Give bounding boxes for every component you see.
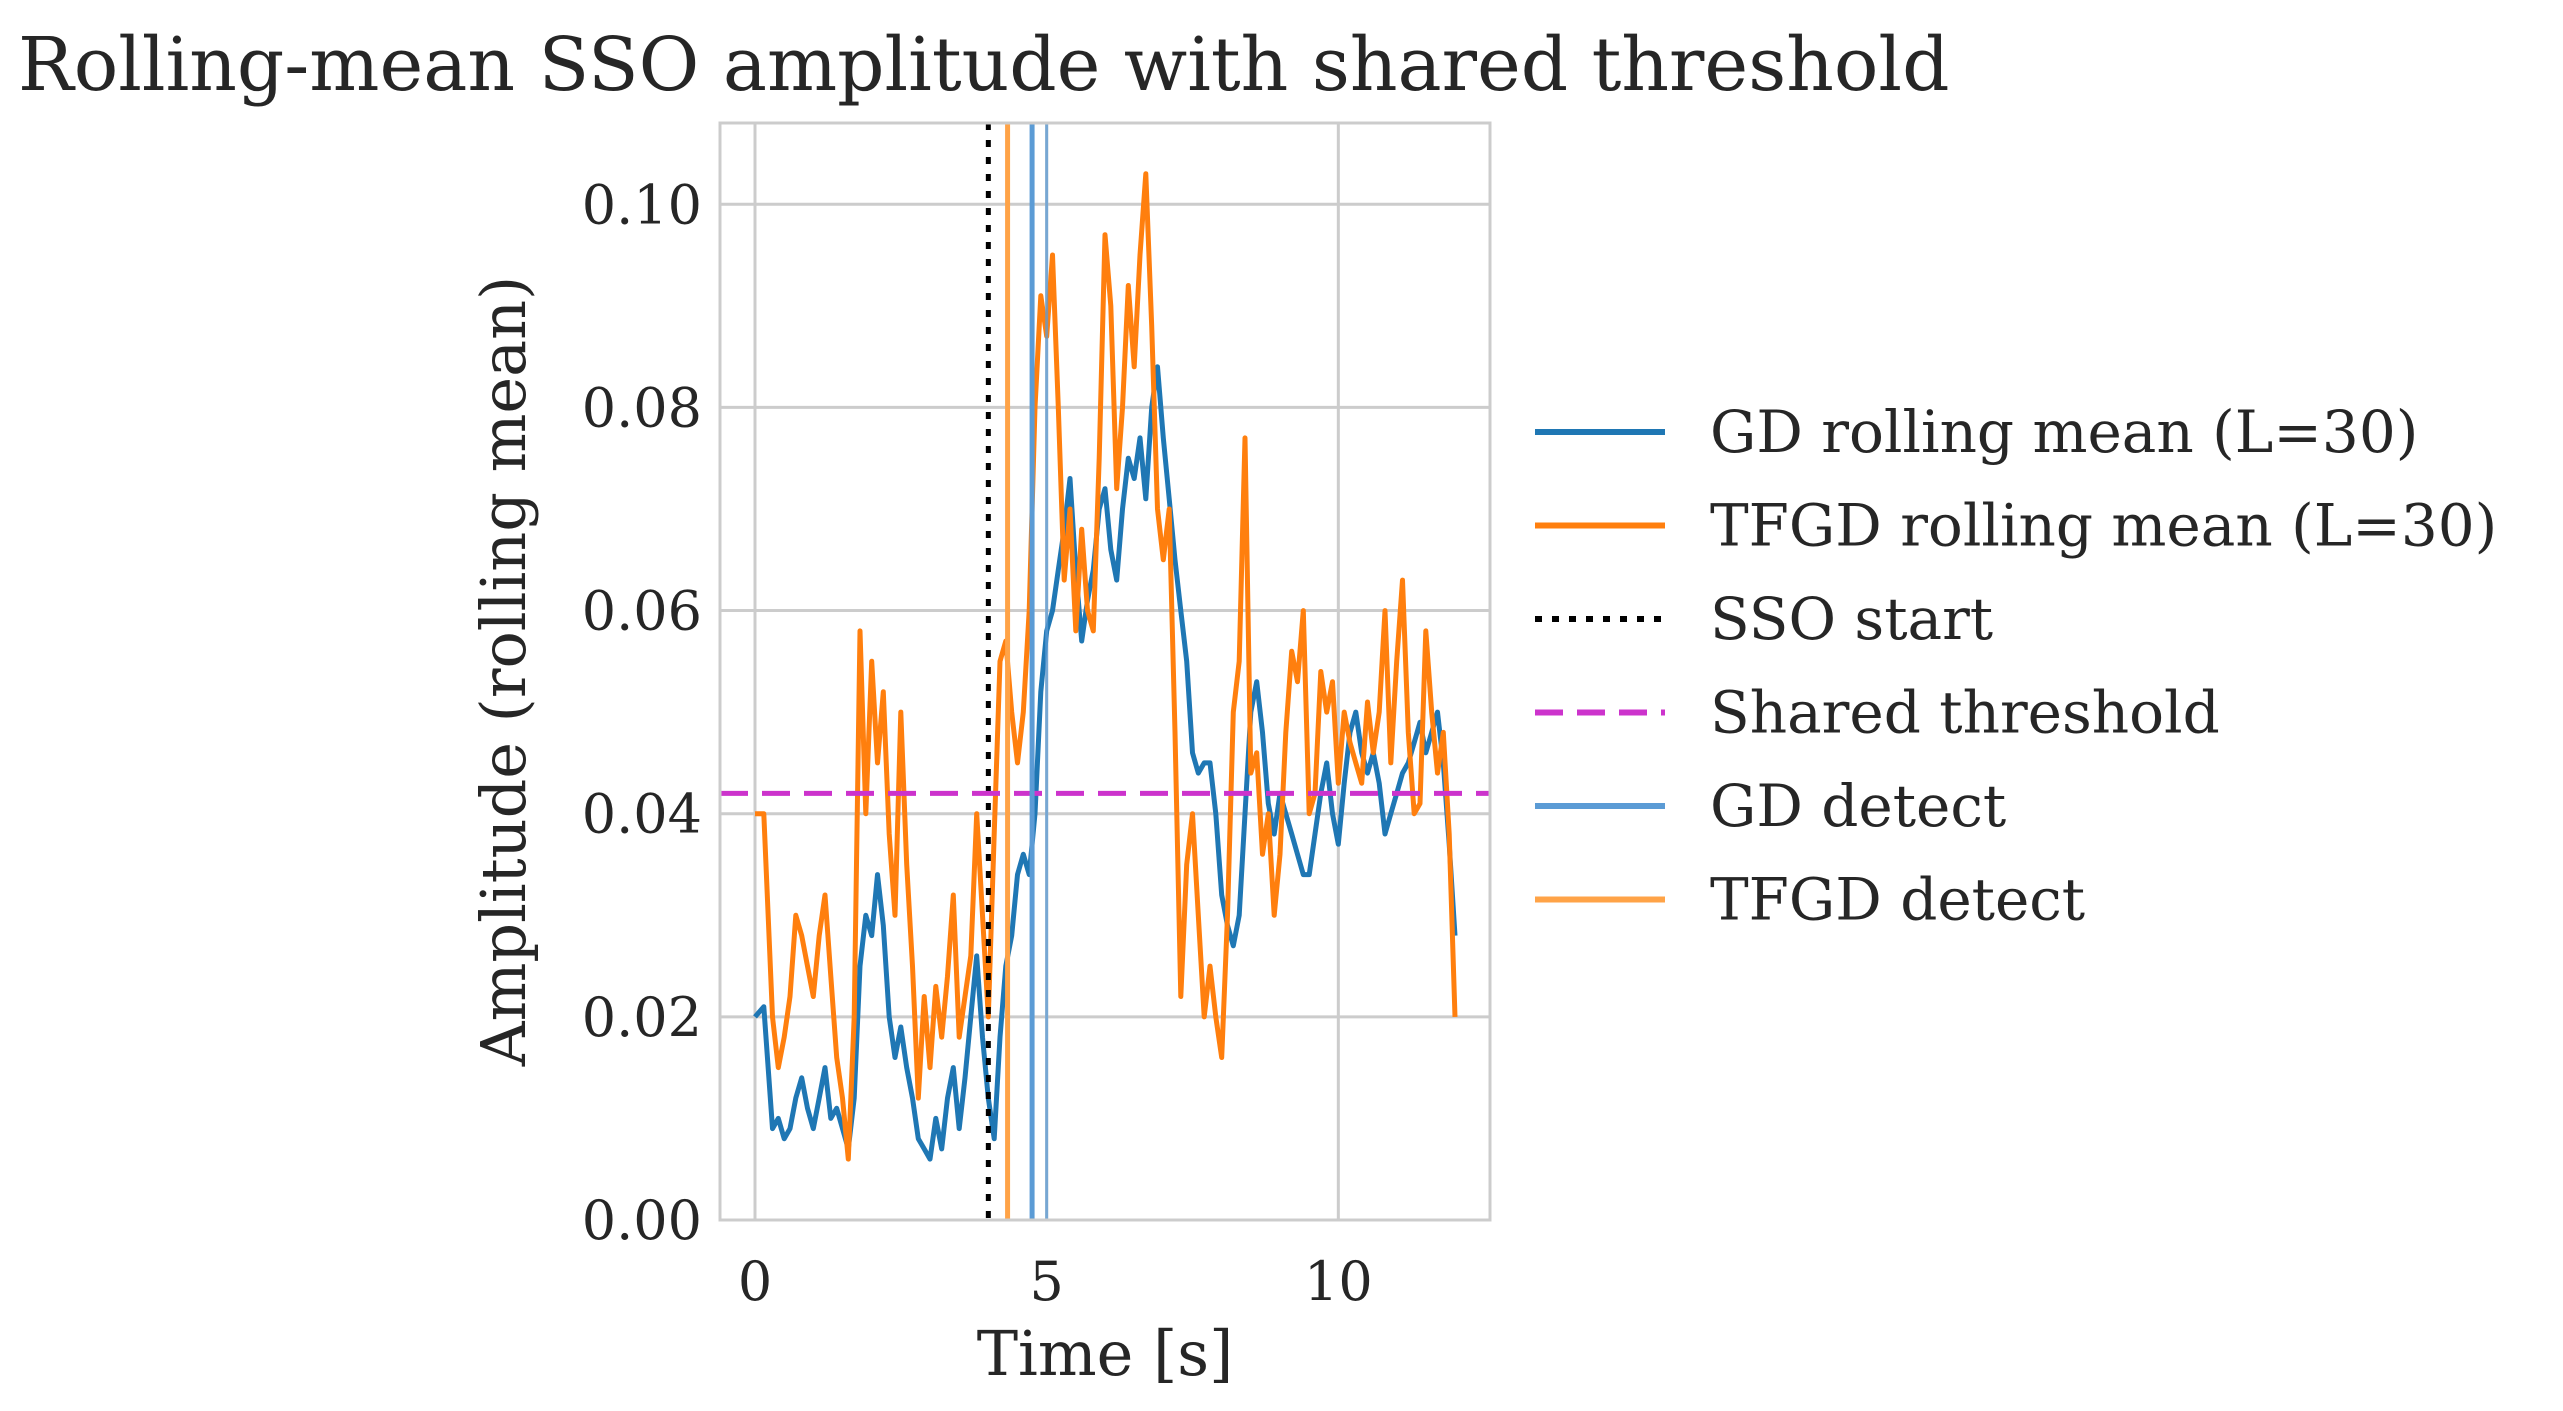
legend-label-tfgd-rolling-mean-l-30: TFGD rolling mean (L=30) [1710, 492, 2497, 560]
y-tick-label: 0.00 [582, 1189, 702, 1252]
series-line-tfgd [755, 171, 1458, 1162]
legend-label-gd-detect: GD detect [1710, 772, 2006, 840]
y-tick-label: 0.06 [582, 580, 702, 643]
legend-label-gd-rolling-mean-l-30: GD rolling mean (L=30) [1710, 398, 2418, 466]
y-tick-label: 0.02 [582, 986, 702, 1049]
legend: GD rolling mean (L=30) TFGD rolling mean … [1535, 398, 2497, 934]
plot-frame [718, 121, 1492, 1222]
y-tick-label: 0.10 [582, 173, 702, 236]
x-axis-label: Time [s] [977, 1317, 1234, 1390]
series-line-gd [753, 364, 1458, 1162]
chart-title: Rolling-mean SSO amplitude with shared t… [18, 22, 1949, 108]
y-tick-label: 0.08 [582, 376, 702, 439]
y-axis-label: Amplitude (rolling mean) [467, 276, 540, 1067]
y-ticks: 0.00 0.02 0.04 0.06 0.08 0.10 [582, 173, 702, 1252]
x-tick-label: 0 [738, 1250, 772, 1313]
legend-label-shared-threshold: Shared threshold [1710, 679, 2220, 747]
x-ticks: 0 5 10 [738, 1250, 1373, 1313]
legend-label-tfgd-detect: TFGD detect [1710, 866, 2085, 934]
x-tick-label: 5 [1029, 1250, 1063, 1313]
x-tick-label: 10 [1304, 1250, 1373, 1313]
y-tick-label: 0.04 [582, 783, 702, 846]
legend-label-sso-start: SSO start [1710, 585, 1993, 653]
plot-area [720, 123, 1490, 1220]
